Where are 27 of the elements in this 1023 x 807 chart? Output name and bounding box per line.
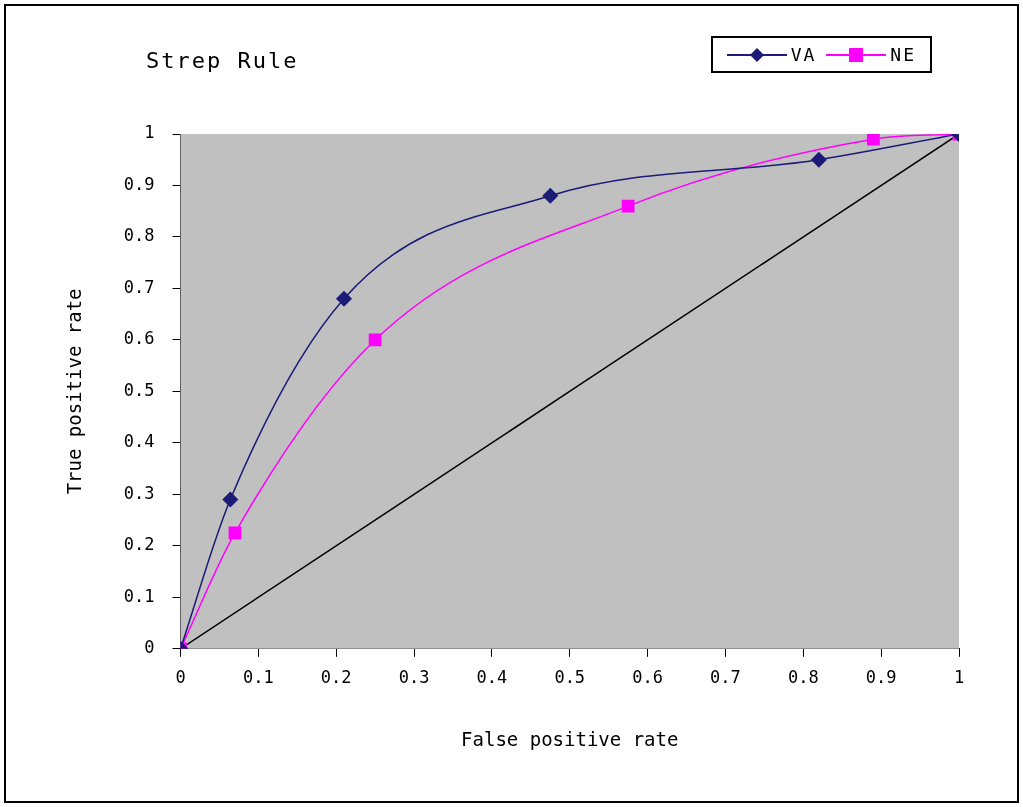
legend-label: NE: [890, 44, 916, 65]
x-tick-label: 0.1: [242, 667, 274, 688]
y-tick-label: 0.4: [123, 431, 155, 452]
x-tick-label: 0.5: [554, 667, 586, 688]
y-tick-label: 0.5: [123, 379, 155, 400]
x-tick-label: 0.7: [710, 667, 741, 688]
x-tick-label: 0.3: [398, 667, 430, 688]
y-tick-label: 0.8: [123, 225, 155, 246]
x-tick-label: 1: [953, 667, 965, 688]
x-tick-label: 0.2: [320, 667, 352, 688]
y-tick-label: 0: [144, 637, 155, 658]
x-tick-label: 0.9: [865, 667, 897, 688]
y-tick-label: 0.7: [123, 276, 155, 297]
x-tick-label: 0.6: [632, 667, 663, 688]
x-tick-label: 0.8: [787, 667, 819, 688]
y-axis-title: True positive rate: [63, 288, 86, 495]
y-tick-label: 0.1: [123, 585, 155, 606]
legend-label: VA: [790, 44, 817, 65]
y-tick-label: 0.6: [123, 328, 155, 349]
y-tick-label: 1: [144, 122, 155, 143]
y-tick-label: 0.3: [123, 482, 155, 503]
y-tick-label: 0.9: [123, 173, 155, 194]
chart-title: Strep Rule: [146, 48, 299, 73]
x-tick-label: 0: [175, 667, 186, 688]
y-tick-label: 0.2: [123, 534, 155, 555]
x-tick-label: 0.4: [476, 667, 508, 688]
x-axis-title: False positive rate: [461, 727, 679, 750]
